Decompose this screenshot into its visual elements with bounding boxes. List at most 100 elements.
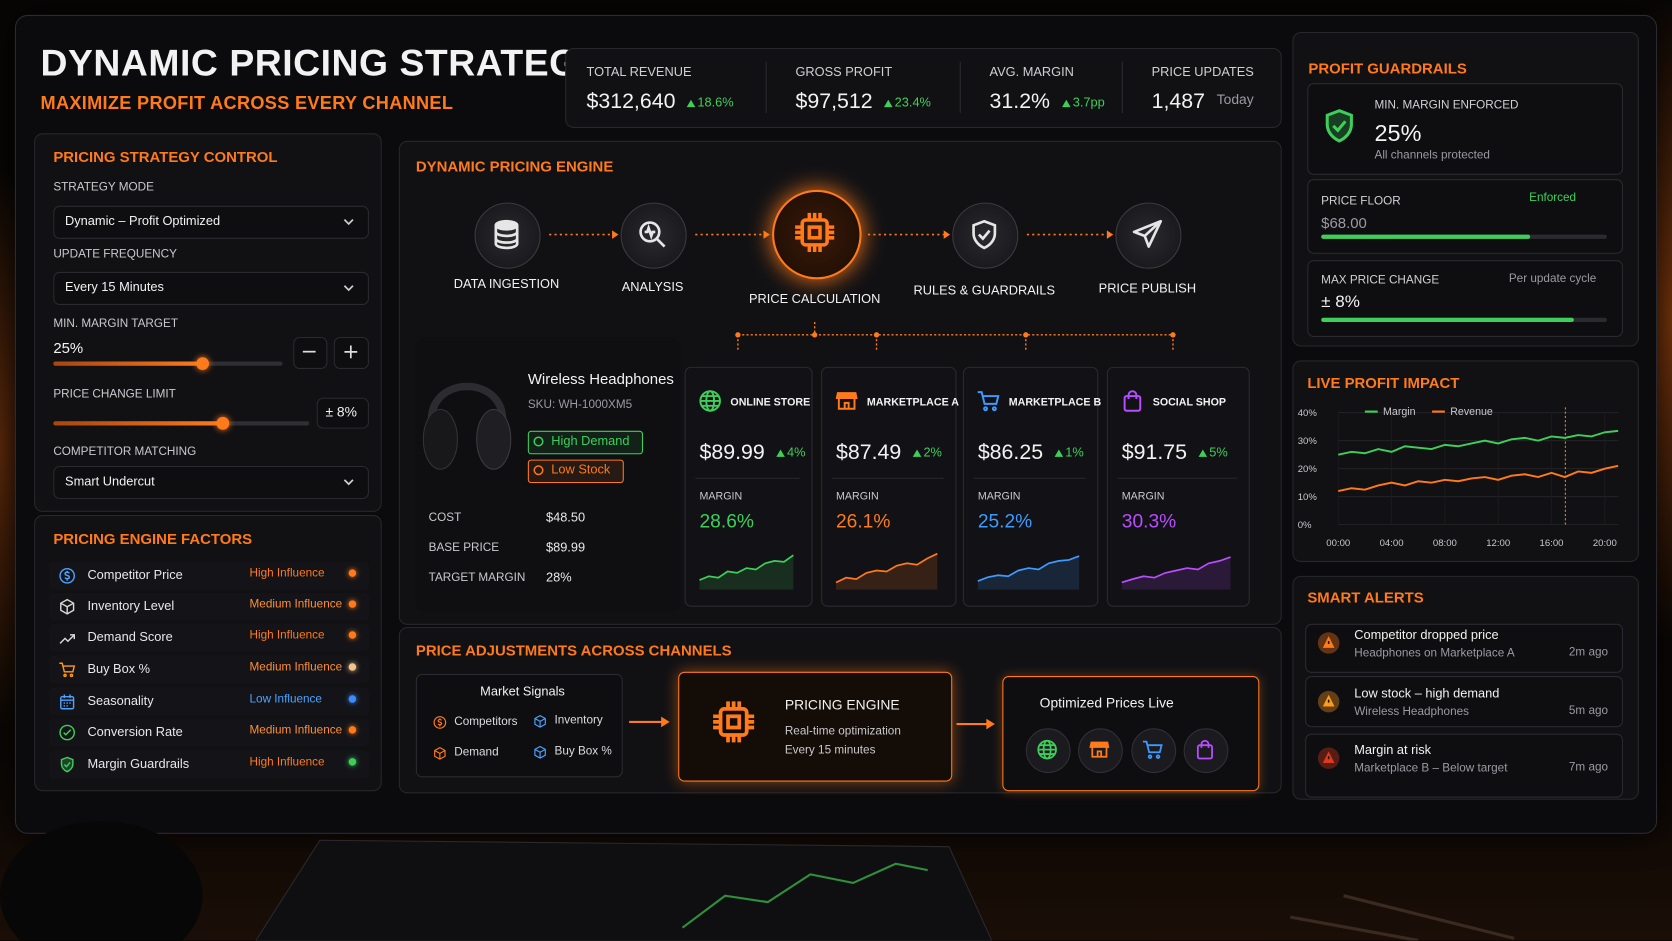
channel-name: SOCIAL SHOP xyxy=(1152,396,1226,409)
step-circle xyxy=(1115,202,1182,269)
channel-card xyxy=(1106,366,1250,607)
icon-part xyxy=(977,391,1000,412)
factor-icon xyxy=(59,724,75,741)
kpi-divider xyxy=(765,61,767,114)
step-icon xyxy=(494,219,519,250)
factor-name: Seasonality xyxy=(87,693,154,709)
icon-part xyxy=(1089,741,1110,758)
icon-part xyxy=(972,219,997,250)
card-divider xyxy=(831,477,944,479)
icon-part xyxy=(59,634,75,644)
guard-shield xyxy=(1325,109,1353,143)
kpi-label: GROSS PROFIT xyxy=(795,64,893,80)
product-row-value: $89.99 xyxy=(545,539,586,555)
kpi-change: 3.7pp xyxy=(1072,95,1105,110)
alert-detail: Marketplace B – Below target xyxy=(1354,762,1508,775)
dropdown-value: Every 15 Minutes xyxy=(65,279,164,295)
icon-part xyxy=(534,748,546,758)
icon-part xyxy=(59,662,76,678)
progress-fill xyxy=(1321,317,1574,323)
factor-row xyxy=(49,561,369,590)
live-icon xyxy=(1037,739,1057,760)
kpi-label: PRICE UPDATES xyxy=(1151,64,1254,80)
flow-connectors xyxy=(549,230,1176,352)
channel-price: $86.25 xyxy=(977,440,1044,465)
channel-card xyxy=(821,366,957,607)
guard-label: MIN. MARGIN ENFORCED xyxy=(1374,98,1519,112)
icon-part xyxy=(1196,744,1213,760)
alert-row[interactable] xyxy=(1305,623,1623,673)
channel-name: MARKETPLACE B xyxy=(1008,396,1102,409)
icon-part xyxy=(59,724,75,741)
icon-part xyxy=(1037,739,1057,760)
step-label: RULES & GUARDRAILS xyxy=(913,282,1055,298)
icon-part xyxy=(763,230,770,239)
tag-box xyxy=(527,430,643,455)
legend-label: Revenue xyxy=(1450,406,1493,418)
icon-part xyxy=(1091,746,1108,758)
legend-label: Margin xyxy=(1383,406,1416,418)
icon-part xyxy=(1325,109,1353,143)
channel-icon xyxy=(699,390,721,412)
field-label: UPDATE FREQUENCY xyxy=(53,248,177,261)
icon-part xyxy=(59,634,75,644)
product-card xyxy=(415,336,681,613)
dropdown[interactable] xyxy=(53,271,369,305)
product-tag: High Demand xyxy=(551,433,630,448)
factor-name: Demand Score xyxy=(87,629,173,645)
channel-margin: 30.3% xyxy=(1121,510,1177,532)
icon-part xyxy=(977,229,991,241)
product-name: Wireless Headphones xyxy=(527,369,674,388)
signal-icon xyxy=(432,715,446,729)
factor-name: Competitor Price xyxy=(87,567,183,583)
dropdown[interactable] xyxy=(53,465,369,500)
live-icon-circle xyxy=(1025,728,1071,774)
icon-part xyxy=(737,322,1174,352)
icon-part xyxy=(639,221,661,243)
icon-part xyxy=(59,634,75,644)
kpi-label: AVG. MARGIN xyxy=(989,64,1074,80)
icon-part xyxy=(1089,741,1110,758)
kpi-value: $97,512 xyxy=(795,90,873,114)
icon-part xyxy=(63,761,71,768)
icon-part xyxy=(427,382,507,428)
product-row-value: $48.50 xyxy=(545,509,586,525)
slider-fill xyxy=(53,421,223,426)
x-tick-label: 20:00 xyxy=(1593,538,1617,549)
alert-row[interactable] xyxy=(1305,676,1623,728)
icon-part xyxy=(433,746,446,760)
kpi-label: TOTAL REVENUE xyxy=(586,64,692,80)
channel-name: ONLINE STORE xyxy=(730,396,811,409)
icon-part xyxy=(1127,390,1138,399)
minus-button[interactable] xyxy=(293,336,328,369)
y-tick-label: 30% xyxy=(1298,436,1318,447)
icon-part xyxy=(1155,754,1161,759)
icon-part xyxy=(795,212,835,253)
icon-part xyxy=(1317,690,1340,713)
alert-title: Margin at risk xyxy=(1354,742,1432,758)
tag-icon xyxy=(533,465,544,476)
icon-part xyxy=(1132,219,1163,248)
channel-margin: 28.6% xyxy=(699,510,754,532)
icon-part xyxy=(983,406,988,412)
field-value: 25% xyxy=(53,339,84,357)
up-arrow xyxy=(1054,449,1064,457)
icon-part xyxy=(835,392,858,399)
signal-label: Buy Box % xyxy=(554,745,612,758)
factor-influence: Medium Influence xyxy=(249,660,343,674)
up-arrow xyxy=(686,99,696,108)
alert-row[interactable] xyxy=(1305,733,1623,798)
step-icon xyxy=(972,219,997,250)
icon-part xyxy=(1132,219,1163,248)
step-label: PRICE PUBLISH xyxy=(1098,280,1197,296)
step-icon xyxy=(639,221,666,248)
dropdown[interactable] xyxy=(53,205,369,239)
icon-part xyxy=(991,406,997,412)
icon-part xyxy=(433,746,446,760)
icon-part xyxy=(59,567,75,584)
icon-part xyxy=(533,714,546,728)
sparkline-line xyxy=(699,554,794,581)
sparkline-line xyxy=(977,555,1080,582)
guard-box xyxy=(1307,260,1623,337)
panel-title: PRICING ENGINE FACTORS xyxy=(53,529,253,547)
